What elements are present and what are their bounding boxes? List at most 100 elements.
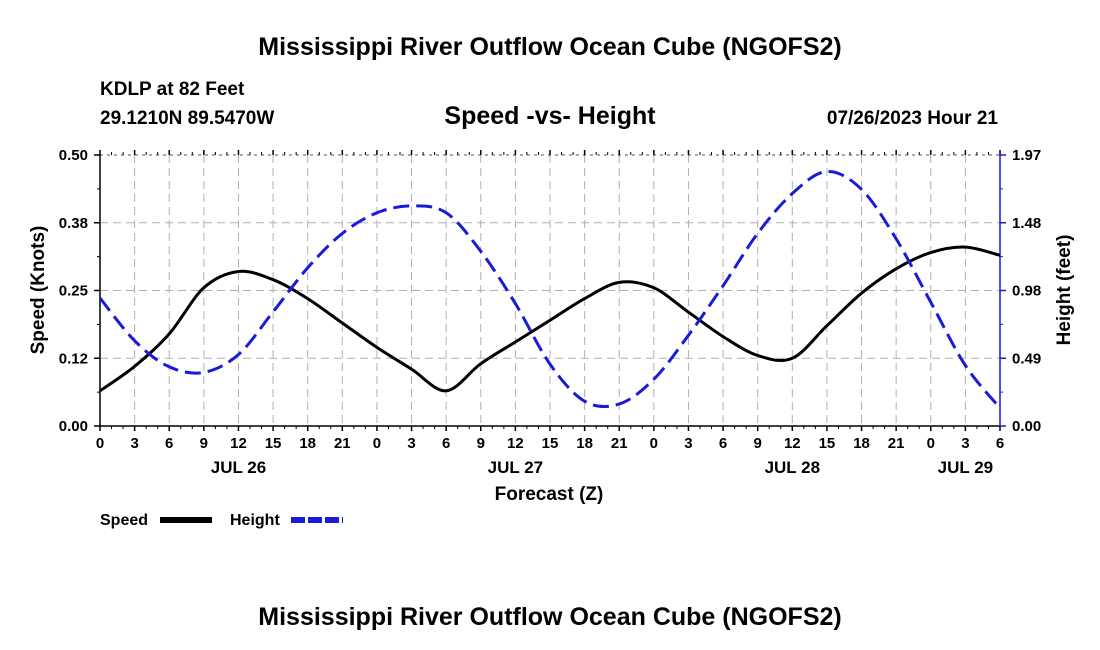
x-tick-label: 3 [130, 435, 138, 452]
data-point-height [652, 377, 656, 381]
footer-title: Mississippi River Outflow Ocean Cube (NG… [258, 603, 841, 631]
x-tick-label: 15 [542, 435, 559, 452]
y-tick-label-right: 1.48 [1012, 215, 1041, 232]
data-point-speed [963, 245, 967, 249]
x-tick-label: 6 [165, 435, 173, 452]
y-tick-label-left: 0.50 [59, 147, 88, 164]
grid-layer [100, 154, 1000, 426]
x-tick-label: 18 [576, 435, 593, 452]
data-point-height [513, 302, 517, 306]
x-tick-label: 9 [200, 435, 208, 452]
data-point-height [756, 231, 760, 235]
x-tick-label: 6 [719, 435, 727, 452]
data-point-speed [583, 297, 587, 301]
data-point-speed [998, 253, 1002, 257]
x-tick-label: 12 [784, 435, 801, 452]
data-point-speed [860, 291, 864, 295]
data-point-speed [133, 364, 137, 368]
y-tick-label-right: 1.97 [1012, 147, 1041, 164]
y-tick-label-left: 0.12 [59, 350, 88, 367]
legend: Speed Height [100, 512, 343, 529]
data-point-speed [306, 297, 310, 301]
x-tick-label: 21 [888, 435, 905, 452]
x-date-label: JUL 29 [938, 458, 993, 477]
x-date-label: JUL 27 [488, 458, 543, 477]
series-line-height [98, 169, 1002, 410]
axis-layer: 0 3 6 9 12 15 18 21 0 3 6 9 12 15 18 21 0 3 6 9 12 15 18 21 0 3 60… [59, 147, 1041, 477]
y-tick-label-left: 0.00 [59, 418, 88, 435]
x-tick-label: 9 [477, 435, 485, 452]
data-point-speed [548, 318, 552, 322]
data-point-height [202, 370, 206, 374]
data-point-speed [513, 340, 517, 344]
chart-main-title: Mississippi River Outflow Ocean Cube (NG… [258, 33, 841, 61]
data-point-height [929, 300, 933, 304]
station-coordinates: 29.1210N 89.5470W [100, 108, 274, 129]
x-tick-label: 3 [961, 435, 969, 452]
data-point-speed [444, 389, 448, 393]
x-tick-label: 18 [299, 435, 316, 452]
data-point-height [963, 364, 967, 368]
data-point-height [687, 333, 691, 337]
data-point-speed [687, 310, 691, 314]
data-point-height [133, 339, 137, 343]
data-point-height [375, 211, 379, 215]
data-point-speed [340, 321, 344, 325]
x-tick-label: 12 [230, 435, 247, 452]
legend-height-label: Height [230, 512, 280, 529]
x-date-label: JUL 26 [211, 458, 266, 477]
data-point-speed [617, 280, 621, 284]
y-tick-label-left: 0.38 [59, 215, 88, 232]
data-point-speed [271, 278, 275, 282]
data-point-speed [756, 354, 760, 358]
station-label: KDLP at 82 Feet [100, 79, 245, 100]
data-point-height [98, 296, 102, 300]
data-point-speed [237, 270, 241, 274]
data-point-speed [894, 267, 898, 271]
data-point-height [237, 353, 241, 357]
data-point-height [998, 406, 1002, 410]
data-point-speed [825, 324, 829, 328]
x-tick-label: 9 [754, 435, 762, 452]
data-point-height [721, 284, 725, 288]
x-tick-label: 21 [334, 435, 351, 452]
data-point-height [340, 231, 344, 235]
series-layer [98, 169, 1002, 410]
data-point-speed [929, 251, 933, 255]
x-tick-label: 0 [650, 435, 658, 452]
data-point-height [410, 204, 414, 208]
x-tick-label: 6 [996, 435, 1004, 452]
data-point-height [167, 365, 171, 369]
data-point-speed [202, 286, 206, 290]
x-tick-label: 3 [684, 435, 692, 452]
data-point-height [306, 266, 310, 270]
y-tick-label-left: 0.25 [59, 283, 88, 300]
data-point-speed [98, 389, 102, 393]
y-tick-label-right: 0.98 [1012, 283, 1041, 300]
data-point-speed [410, 367, 414, 371]
data-point-height [825, 170, 829, 174]
data-point-speed [721, 335, 725, 339]
y-axis-title-left: Speed (Knots) [28, 226, 49, 355]
data-point-height [444, 211, 448, 215]
data-point-height [860, 187, 864, 191]
x-tick-label: 15 [265, 435, 282, 452]
data-point-height [617, 402, 621, 406]
data-point-speed [652, 286, 656, 290]
data-point-height [479, 249, 483, 253]
forecast-datetime: 07/26/2023 Hour 21 [827, 108, 999, 129]
x-tick-label: 21 [611, 435, 628, 452]
x-tick-label: 18 [853, 435, 870, 452]
x-tick-label: 12 [507, 435, 524, 452]
data-point-speed [375, 345, 379, 349]
data-point-speed [167, 332, 171, 336]
x-tick-label: 3 [407, 435, 415, 452]
x-tick-label: 15 [819, 435, 836, 452]
data-point-height [271, 310, 275, 314]
y-tick-label-right: 0.00 [1012, 418, 1041, 435]
data-point-height [548, 362, 552, 366]
x-date-label: JUL 28 [765, 458, 820, 477]
x-tick-label: 0 [927, 435, 935, 452]
series-line-speed [99, 245, 1001, 393]
